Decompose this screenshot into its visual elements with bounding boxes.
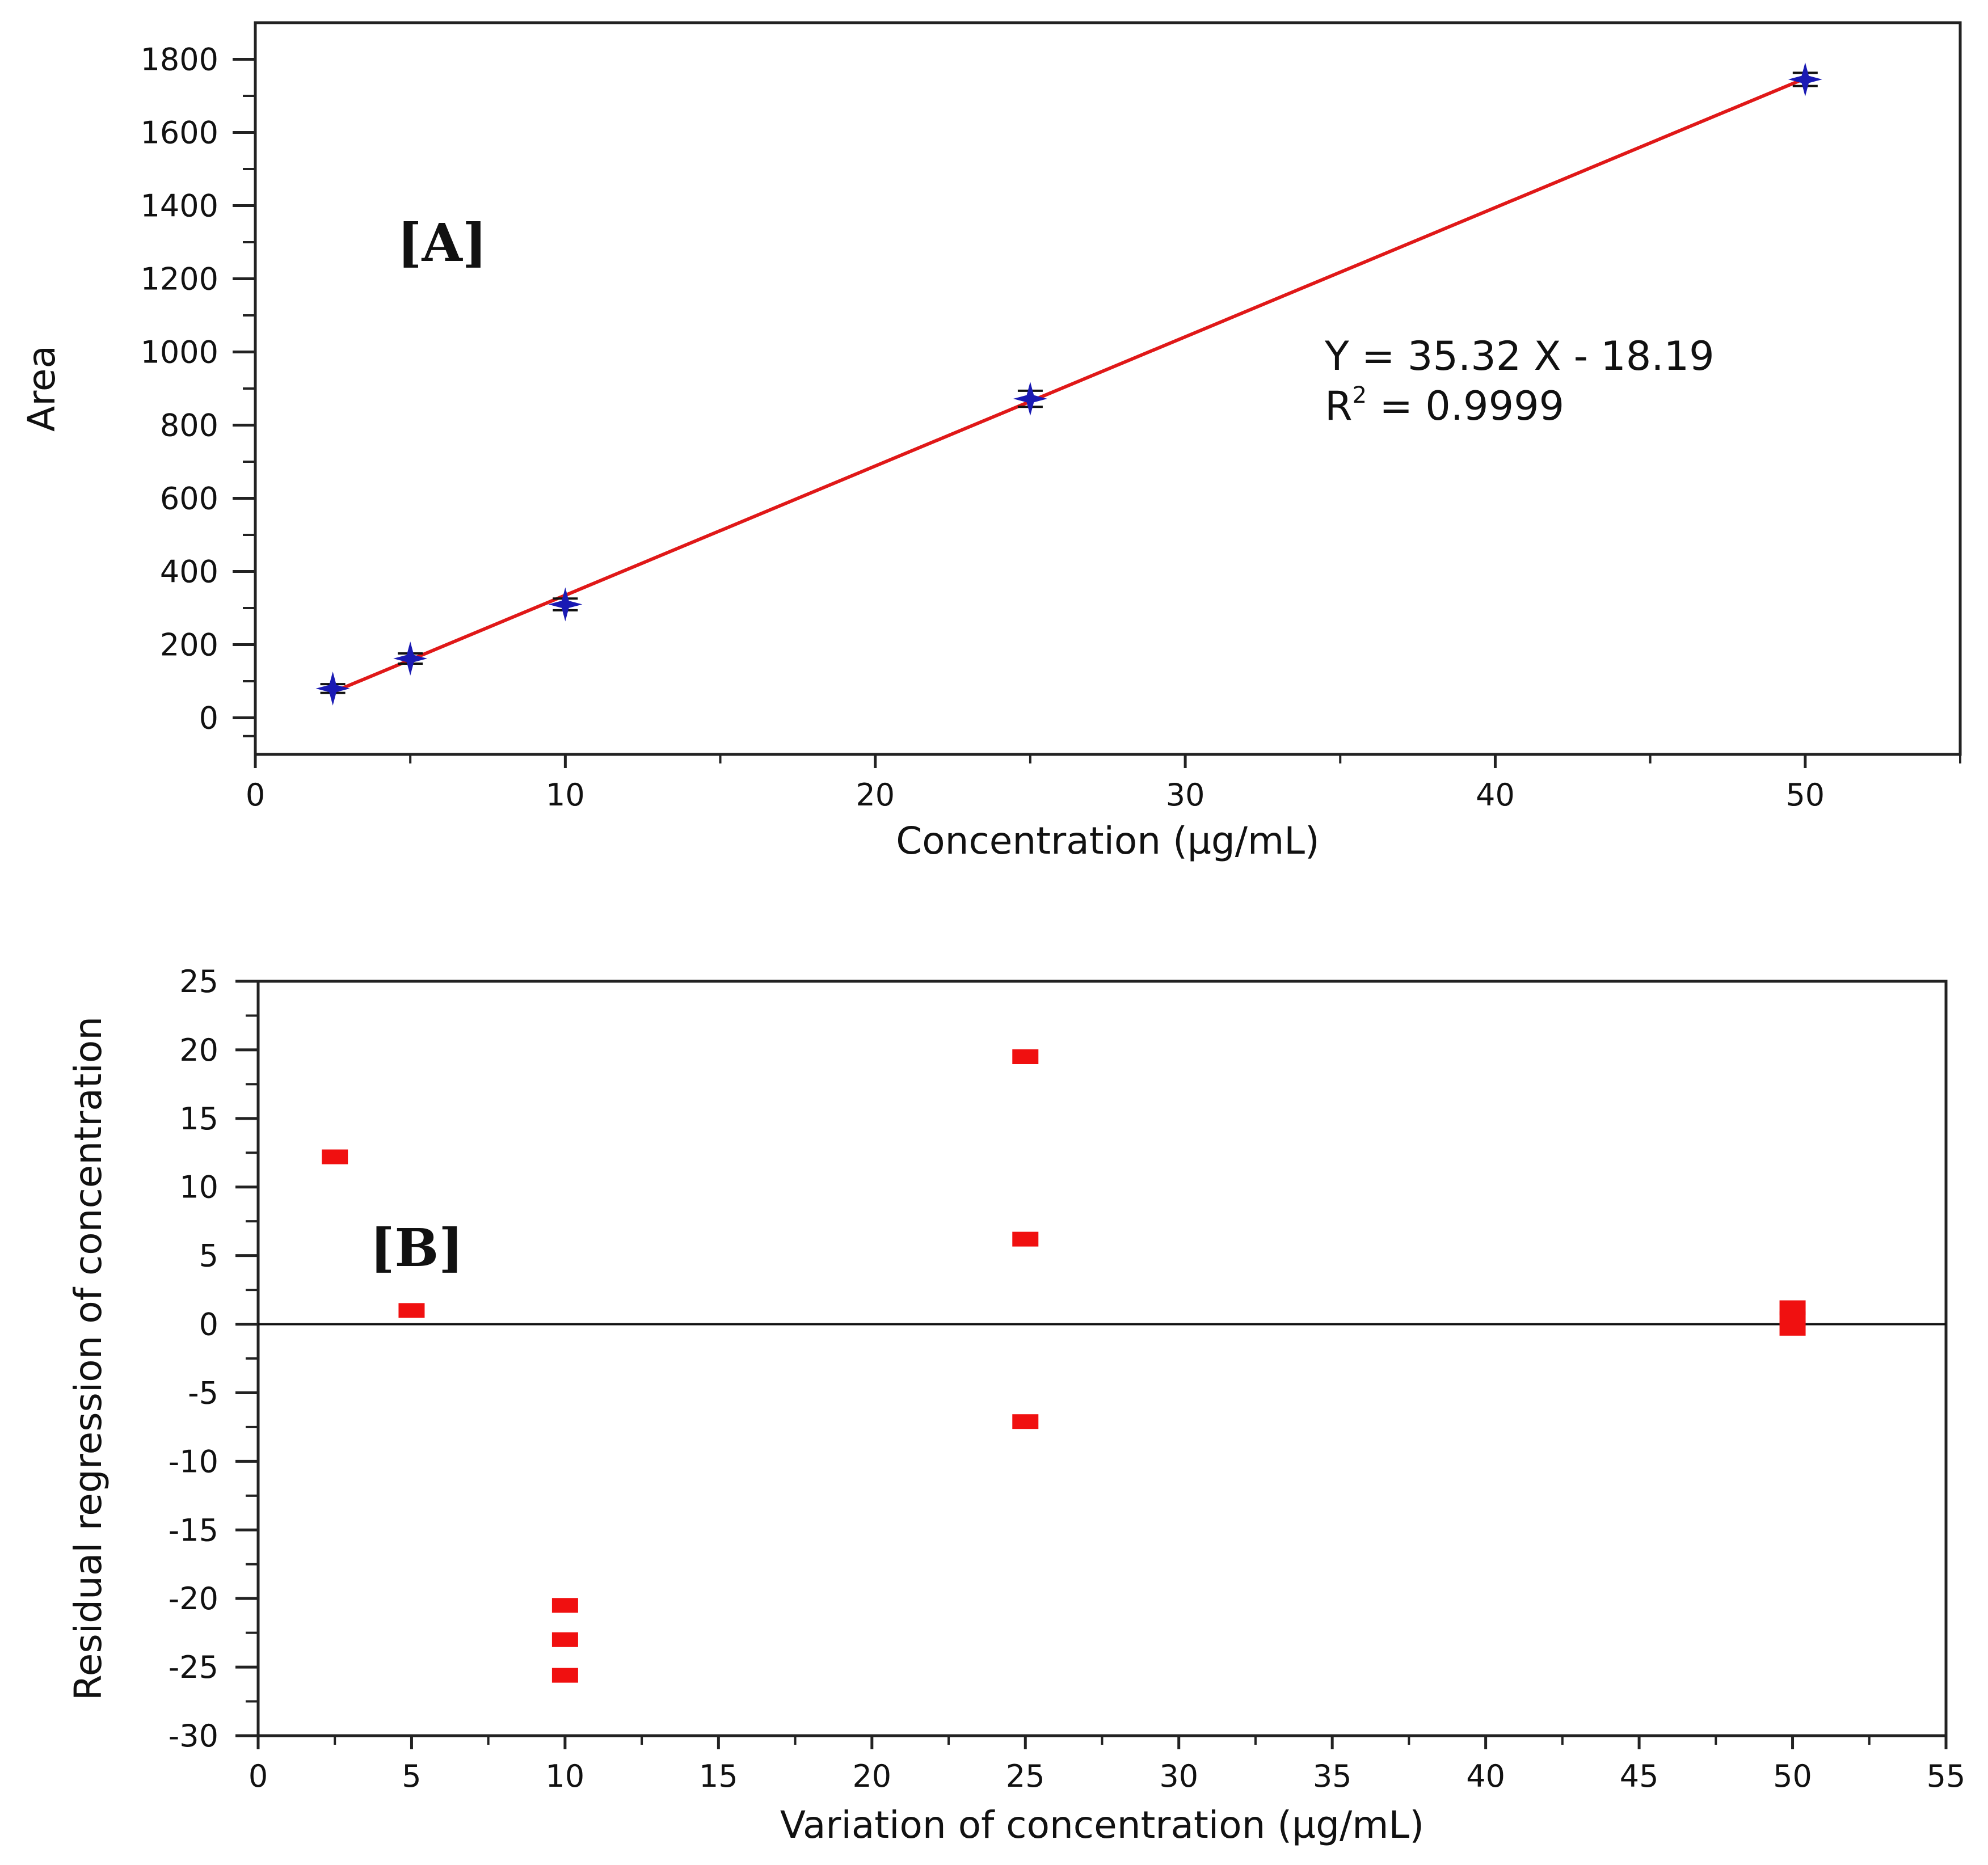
panel-a-data-point [548,587,583,622]
panel-b-x-tick-label: 55 [1927,1758,1966,1794]
panel-a-y-tick-label: 1800 [141,42,218,78]
panel-a-y-tick-label: 1600 [141,115,218,151]
panel-a-y-axis-title: Area [20,345,64,432]
panel-b-y-tick-label: 5 [199,1238,218,1274]
panel-a-y-tick-label: 1400 [141,188,218,224]
panel-a-y-tick-label: 400 [160,554,218,590]
panel-b-y-tick-label: -25 [169,1649,218,1685]
panel-b-y-tick-label: 15 [179,1101,218,1137]
panel-b-residual-point [1012,1049,1039,1064]
panel-b-residual-point [1012,1414,1039,1429]
panel-a-points-layer [315,62,1822,706]
panel-b-x-axis-title: Variation of concentration (µg/mL) [780,1803,1424,1847]
panel-a-data-point [315,671,350,706]
panel-a-x-tick-label: 10 [546,777,585,813]
panel-a-y-tick-label: 1000 [141,335,218,370]
r-squared-value: = 0.9999 [1367,383,1564,429]
panel-a-x-tick-label: 30 [1166,777,1205,813]
panel-b-residual-point [551,1598,578,1613]
panel-b-y-tick-label: -10 [169,1444,218,1479]
panel-a-x-tick-label: 0 [246,777,265,813]
panel-b-y-tick-label: -5 [188,1375,218,1411]
panel-b-plot-frame [256,980,1948,1737]
panel-b-x-tick-label: 10 [546,1758,585,1794]
panel-b-x-tick-label: 25 [1006,1758,1045,1794]
panel-b-residual-point [1779,1320,1806,1336]
panel-b-x-tick-label: 0 [248,1758,268,1794]
panel-b-y-tick-label: -20 [169,1581,218,1617]
panel-b-x-tick-label: 40 [1466,1758,1505,1794]
panel-a-chart: 0 200 400 600 800 1000 1200 1400 1600 1800 0 10 20 3… [20,21,1962,863]
panel-b-x-tick-label: 5 [402,1758,421,1794]
panel-a-label: [A] [397,212,487,273]
panel-b-x-tick-label: 35 [1313,1758,1352,1794]
panel-a-data-point [1788,62,1822,96]
panel-a-x-tick-label: 50 [1785,777,1825,813]
panel-a-x-tick-label: 40 [1476,777,1515,813]
panel-a-y-axis: 0 200 400 600 800 1000 1200 1400 1600 1800 [141,42,255,737]
panel-b-y-tick-label: -15 [169,1512,218,1548]
panel-a-regression-line [332,77,1806,694]
panel-b-y-tick-label: 10 [179,1170,218,1205]
panel-b-residual-point [1012,1231,1039,1247]
panel-b-chart: -30 -25 -20 -15 -10 -5 0 5 10 15 20 25 0 5 10 15 20 25 30… [66,964,1965,1847]
r-squared-superscript: 2 [1353,382,1367,408]
panel-a-y-tick-label: 1200 [141,261,218,297]
panel-b-residual-point [322,1149,348,1164]
panel-b-x-tick-label: 15 [699,1758,738,1794]
panel-b-points-layer [322,1049,1806,1683]
panel-b-residual-point [551,1632,578,1647]
panel-b-x-tick-label: 50 [1773,1758,1812,1794]
panel-a-y-tick-label: 600 [160,481,218,517]
panel-b-y-tick-label: -30 [169,1718,218,1754]
panel-b-label: [B] [370,1217,464,1279]
panel-a-equation: Y = 35.32 X - 18.19 [1324,333,1715,379]
panel-b-x-axis: 0 5 10 15 20 25 30 35 40 45 50 55 [248,1736,1966,1794]
panel-a-y-tick-label: 0 [199,701,218,736]
panel-b-residual-point [551,1668,578,1683]
r-squared-symbol: R [1325,383,1353,429]
panel-a-data-point [393,642,428,676]
panel-a-y-tick-label: 200 [160,627,218,663]
panel-b-residual-point [398,1303,425,1318]
panel-b-x-tick-label: 30 [1159,1758,1198,1794]
panel-a-y-tick-label: 800 [160,408,218,444]
panel-b-y-tick-label: 0 [199,1307,218,1343]
panel-b-x-tick-label: 45 [1620,1758,1659,1794]
panel-b-y-tick-label: 25 [179,964,218,999]
panel-a-x-axis: 0 10 20 30 40 50 [246,754,1961,813]
panel-a-x-tick-label: 20 [856,777,895,813]
panel-b-x-tick-label: 20 [852,1758,891,1794]
panel-a-fit-layer [332,77,1806,694]
panel-a-data-point [1013,382,1047,416]
panel-b-y-axis: -30 -25 -20 -15 -10 -5 0 5 10 15 20 25 [169,964,258,1754]
panel-a-plot-frame [254,21,1962,756]
panel-b-y-axis-title: Residual regression of concentration [66,1016,110,1701]
panel-a-r-squared: R2 = 0.9999 [1325,382,1564,429]
panel-b-y-tick-label: 20 [179,1032,218,1068]
panel-a-x-axis-title: Concentration (µg/mL) [896,819,1320,863]
